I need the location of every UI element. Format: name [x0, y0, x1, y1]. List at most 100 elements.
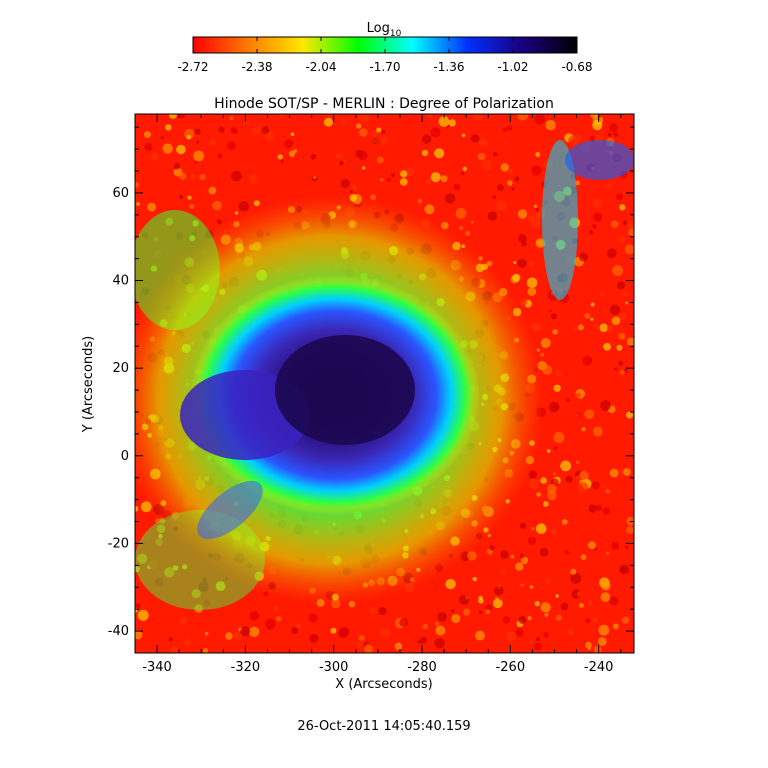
speckle-dot	[609, 123, 618, 133]
speckle-dot	[359, 128, 368, 137]
speckle-dot	[440, 175, 448, 183]
speckle-dot	[539, 547, 549, 557]
speckle-dot	[351, 184, 359, 192]
speckle-dot	[591, 223, 598, 230]
speckle-dot	[420, 636, 428, 644]
speckle-dot	[575, 460, 580, 464]
speckle-dot	[204, 599, 211, 607]
speckle-dot	[135, 603, 141, 609]
speckle-dot	[424, 204, 435, 215]
speckle-dot	[547, 490, 557, 501]
x-tick-label: -240	[584, 660, 614, 675]
speckle-dot	[612, 265, 624, 277]
speckle-dot	[330, 627, 337, 634]
speckle-dot	[560, 460, 571, 472]
speckle-dot	[437, 612, 448, 622]
speckle-dot	[135, 181, 139, 189]
speckle-dot	[202, 577, 207, 582]
speckle-dot	[587, 600, 594, 607]
y-tick-label: 60	[112, 186, 129, 201]
speckle-dot	[564, 550, 570, 555]
chart-title: Hinode SOT/SP - MERLIN : Degree of Polar…	[214, 96, 554, 112]
speckle-dot	[426, 114, 433, 119]
speckle-dot	[587, 541, 596, 550]
plot-frame	[134, 113, 635, 654]
speckle-dot	[137, 609, 149, 621]
speckle-dot	[619, 312, 627, 320]
colorbar-ticks: -2.72 -2.38 -2.04 -1.70 -1.36 -1.02 -0.68	[177, 37, 593, 74]
speckle-dot	[370, 129, 379, 138]
speckle-dot	[542, 365, 552, 375]
speckle-dot	[265, 131, 275, 142]
speckle-dot	[611, 220, 619, 228]
speckle-dot	[584, 312, 591, 319]
speckle-dot	[340, 178, 350, 189]
y-tick: 40	[112, 274, 634, 289]
speckle-dot	[191, 589, 201, 599]
colorbar-tick-label: -2.72	[177, 60, 208, 74]
speckle-dot	[376, 156, 384, 164]
speckle-dot	[196, 140, 200, 144]
colorbar-label: Log10	[367, 21, 402, 39]
speckle-dot	[600, 592, 611, 602]
speckle-dot	[498, 596, 503, 601]
speckle-dot	[535, 238, 544, 247]
speckle-dot	[624, 244, 634, 255]
speckle-dot	[515, 562, 524, 571]
speckle-dot	[505, 630, 517, 642]
speckle-dot	[417, 640, 421, 644]
speckle-dot	[380, 136, 388, 144]
speckle-dot	[295, 622, 302, 629]
speckle-dot	[359, 114, 370, 123]
speckle-dot	[448, 119, 456, 127]
x-tick-label: -260	[496, 660, 526, 675]
x-tick-label: -300	[319, 660, 349, 675]
speckle-dot	[216, 219, 222, 225]
speckle-dot	[611, 316, 621, 326]
speckle-dot	[526, 277, 538, 289]
colorbar-tick-label: -1.70	[369, 60, 400, 74]
speckle-dot	[590, 302, 595, 307]
speckle-dot	[202, 648, 209, 653]
speckle-dot	[240, 626, 251, 637]
speckle-dot	[487, 211, 497, 221]
speckle-dot	[182, 564, 188, 570]
speckle-dot	[601, 484, 606, 489]
speckle-dot	[218, 126, 225, 133]
colorbar-tick-label: -2.38	[241, 60, 272, 74]
speckle-dot	[592, 212, 603, 222]
speckle-dot	[515, 628, 524, 637]
speckle-dot	[400, 178, 408, 186]
speckle-dot	[339, 626, 350, 638]
speckle-dot	[405, 166, 415, 177]
speckle-dot	[622, 292, 628, 297]
speckle-dot	[591, 481, 600, 490]
speckle-dot	[248, 626, 260, 637]
speckle-dot	[609, 304, 621, 315]
x-axis-label: X (Arcseconds)	[335, 677, 432, 692]
speckle-dot	[620, 370, 625, 375]
speckle-dot	[595, 504, 603, 512]
speckle-dot	[565, 476, 573, 483]
speckle-dot	[356, 641, 363, 648]
speckle-dot	[198, 581, 209, 592]
speckle-dot	[233, 631, 242, 641]
speckle-dot	[619, 204, 626, 211]
speckle-dot	[356, 123, 362, 129]
colorbar-tick: -2.04	[305, 37, 337, 74]
speckle-dot	[179, 172, 187, 180]
speckle-dot	[593, 645, 602, 653]
speckle-dot	[513, 261, 517, 264]
speckle-dot	[276, 616, 282, 622]
speckle-dot	[529, 640, 533, 645]
speckle-dot	[338, 160, 344, 166]
speckle-dot	[497, 184, 504, 192]
network-lane-right	[542, 140, 578, 300]
x-tick: -320	[231, 114, 260, 675]
speckle-dot	[417, 198, 423, 204]
speckle-dot	[462, 608, 471, 616]
speckle-dot	[194, 128, 201, 135]
speckle-dot	[225, 632, 233, 640]
speckle-dot	[168, 114, 177, 119]
speckle-dot	[592, 426, 603, 437]
